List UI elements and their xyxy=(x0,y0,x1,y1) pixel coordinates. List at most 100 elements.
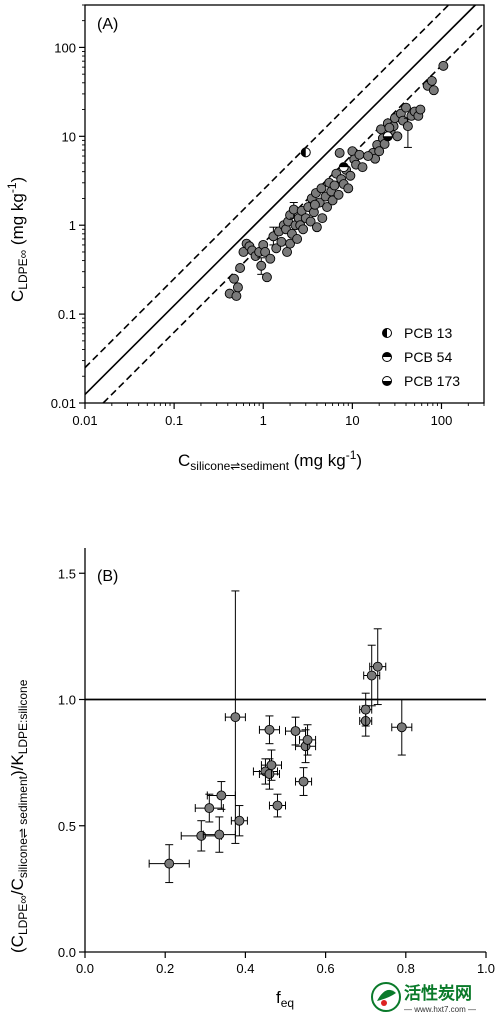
panel-b-point xyxy=(302,734,313,745)
panel-b-x-tick-label: 0.0 xyxy=(76,961,94,976)
panel-a-point xyxy=(317,213,328,224)
panel-a-y-tick-label: 10 xyxy=(62,129,76,144)
panel-b-y-tick-label: 1.5 xyxy=(58,566,76,581)
panel-b-point xyxy=(230,712,241,723)
panel-a-point xyxy=(232,282,243,293)
panel-a-point xyxy=(384,122,395,133)
panel-a-point xyxy=(334,147,345,158)
special-point-pcb-54-half xyxy=(339,162,349,168)
panel-a-point xyxy=(256,260,267,271)
legend-label-pcb-173: PCB 173 xyxy=(404,373,460,389)
panel-a-point xyxy=(311,222,322,233)
panel-a-point xyxy=(333,189,344,200)
panel-b-point xyxy=(234,815,245,826)
panel-b-y-axis-label: (CLDPE∞/Csilicone⇌ sediment)/KLDPE:silic… xyxy=(8,679,30,953)
panel-a-x-tick-label: 1 xyxy=(260,413,267,428)
legend-marker-pcb-13 xyxy=(382,328,392,338)
panel-a-y-tick-label: 1 xyxy=(69,218,76,233)
panel-b-x-tick-label: 0.4 xyxy=(236,961,254,976)
panel-a-x-tick-label: 100 xyxy=(431,413,453,428)
panel-a-point xyxy=(392,131,403,142)
panel-a-point xyxy=(428,85,439,96)
panel-a-point xyxy=(235,263,246,273)
panel-b-point xyxy=(360,704,371,715)
panel-a-point xyxy=(401,102,411,113)
panel-a-point xyxy=(438,60,449,71)
panel-b-y-tick-label: 0.5 xyxy=(58,819,76,834)
panel-b-point xyxy=(266,760,277,771)
legend-marker-pcb-54-half xyxy=(382,352,392,357)
panel-a-label: (A) xyxy=(97,16,118,33)
panel-a-frame xyxy=(84,4,485,404)
panel-b-x-tick-label: 1.0 xyxy=(477,961,495,976)
panel-a-point xyxy=(345,170,356,181)
panel-a-point xyxy=(309,199,320,210)
panel-b-label: (B) xyxy=(97,568,118,585)
panel-b-point xyxy=(298,776,309,787)
panel-a-point xyxy=(343,183,354,194)
panel-b-point xyxy=(264,769,275,779)
panel-a-point xyxy=(374,146,385,157)
panel-b: 0.0 0.2 0.4 0.6 0.8 1.0 0.0 0.5 1.0 1.5 (B) feq (… xyxy=(8,548,495,1010)
panel-a-point xyxy=(354,149,365,160)
panel-a-point xyxy=(271,243,282,254)
panel-b-point xyxy=(372,661,383,672)
panel-b-x-axis-label: feq xyxy=(276,988,294,1010)
panel-b-y-tick-label: 0.0 xyxy=(58,945,76,960)
panel-a-reference-line-1 xyxy=(84,4,476,395)
panel-a-y-tick-label: 100 xyxy=(54,40,76,55)
panel-b-point xyxy=(264,724,275,735)
panel-b-point xyxy=(216,790,227,801)
panel-a-point xyxy=(316,183,327,194)
legend-marker-pcb-13-half xyxy=(382,328,387,338)
special-point-pcb-13 xyxy=(300,147,311,158)
panel-a-point xyxy=(260,247,271,257)
panel-b-point xyxy=(214,829,225,840)
panel-b-point xyxy=(164,858,175,869)
panel-b-x-tick-label: 0.6 xyxy=(317,961,335,976)
panel-a-point xyxy=(357,162,368,173)
panel-a-point xyxy=(327,195,338,206)
panel-a-point xyxy=(292,234,303,244)
panel-b-point xyxy=(396,722,407,733)
panel-a-y-tick-label: 0.01 xyxy=(51,396,76,411)
panel-b-point xyxy=(290,726,301,737)
panel-a-y-tick-label: 0.1 xyxy=(58,307,76,322)
watermark: 活性炭网 — www.hxt7.com — xyxy=(366,978,495,1019)
legend-marker-pcb-173 xyxy=(382,376,392,386)
panel-a-point xyxy=(261,272,272,283)
panel-b-x-tick-label: 0.8 xyxy=(397,961,415,976)
panel-a-reference-line-3 xyxy=(84,4,450,369)
panel-a: 0.01 0.1 1 10 100 0.01 0.1 1 10 100 (A) PCB 13 PC… xyxy=(5,4,485,473)
panel-a-point xyxy=(305,216,316,227)
panel-b-ticks: 0.0 0.2 0.4 0.6 0.8 1.0 0.0 0.5 1.0 1.5 xyxy=(58,566,495,976)
panel-a-point xyxy=(265,253,276,264)
panel-b-point xyxy=(196,830,207,841)
watermark-logo-icon xyxy=(371,982,401,1012)
legend-label-pcb-54: PCB 54 xyxy=(404,349,452,365)
special-point-pcb-13-half xyxy=(301,147,306,157)
panel-a-point xyxy=(288,204,299,215)
panel-a-point xyxy=(363,151,374,161)
panel-a-ticks: 0.01 0.1 1 10 100 0.01 0.1 1 10 100 xyxy=(51,4,485,428)
legend-label-pcb-13: PCB 13 xyxy=(404,325,452,341)
panel-a-legend: PCB 13 PCB 54 PCB 173 xyxy=(382,325,460,389)
special-point-pcb-173-half xyxy=(383,136,393,141)
panel-a-points xyxy=(224,60,449,301)
legend-marker-pcb-54 xyxy=(382,352,392,362)
panel-a-x-tick-label: 0.1 xyxy=(165,413,183,428)
panel-b-points xyxy=(148,590,413,884)
watermark-background xyxy=(366,978,495,1019)
panel-a-point xyxy=(415,104,426,115)
panel-a-y-axis-label: CLDPE∞ (mg kg-1) xyxy=(5,177,30,302)
panel-b-y-tick-label: 1.0 xyxy=(58,693,76,708)
panel-a-x-axis-label: Csilicone⇌sediment (mg kg-1) xyxy=(178,448,362,473)
panel-b-point xyxy=(366,670,377,681)
panel-a-point xyxy=(298,224,309,235)
watermark-url: — www.hxt7.com — xyxy=(404,1005,476,1014)
panel-a-point xyxy=(426,75,437,86)
panel-a-point xyxy=(322,202,332,213)
panel-a-point xyxy=(285,238,296,249)
panel-a-point xyxy=(402,121,413,132)
